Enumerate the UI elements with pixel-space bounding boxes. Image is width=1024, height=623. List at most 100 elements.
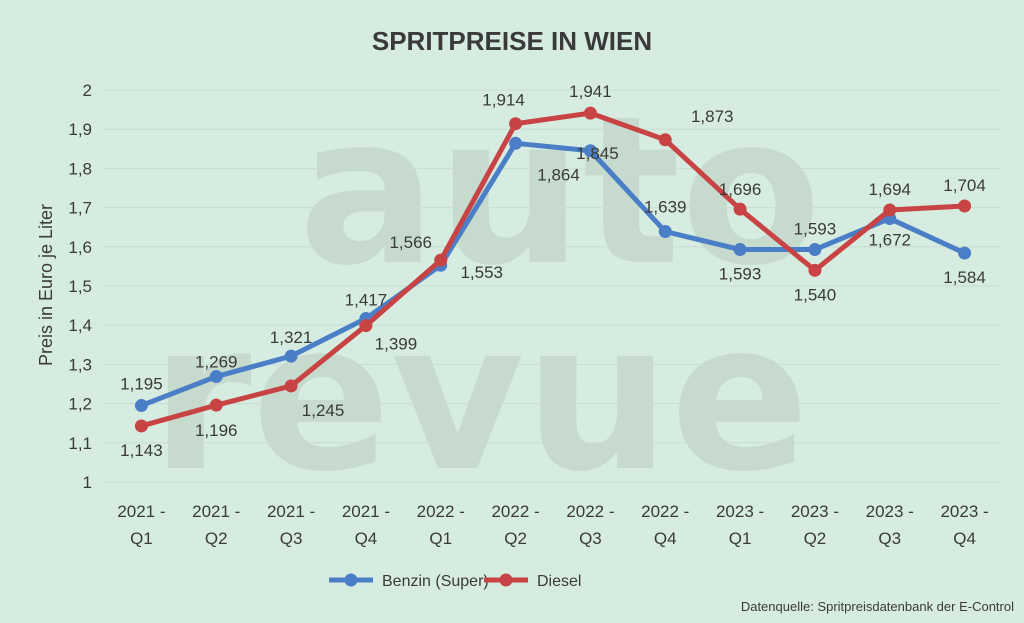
data-point <box>134 419 148 433</box>
x-tick-label-year: 2022 - <box>417 502 465 521</box>
data-point <box>359 319 373 333</box>
y-axis-label: Preis in Euro je Liter <box>36 204 56 366</box>
data-point <box>658 133 672 147</box>
x-tick-label-year: 2021 - <box>342 502 390 521</box>
data-point <box>284 349 298 363</box>
series-line <box>140 140 966 408</box>
data-point <box>434 253 448 267</box>
watermark: auto revue <box>151 73 822 517</box>
data-label: 1,873 <box>691 107 734 126</box>
data-label: 1,694 <box>868 180 911 199</box>
data-label: 1,540 <box>794 285 837 304</box>
x-tick-label-quarter: Q2 <box>504 529 527 548</box>
data-label: 1,553 <box>460 263 503 282</box>
y-axis-ticks: 1 1,1 1,2 1,3 1,4 1,5 1,6 1,7 1,8 1,9 2 <box>68 81 92 492</box>
legend-marker <box>344 573 358 587</box>
data-label: 1,941 <box>569 82 612 101</box>
chart-title: SPRITPREISE IN WIEN <box>372 26 652 56</box>
y-tick-label: 1,9 <box>68 120 92 139</box>
y-tick-label: 1,1 <box>68 434 92 453</box>
data-label: 1,914 <box>482 91 525 110</box>
data-label: 1,639 <box>644 198 687 217</box>
data-point <box>733 202 747 216</box>
x-tick-label-year: 2023 - <box>791 502 839 521</box>
y-tick-label: 1,5 <box>68 277 92 296</box>
y-tick-label: 1,3 <box>68 355 92 374</box>
data-label: 1,593 <box>794 220 837 239</box>
x-tick-label-quarter: Q4 <box>953 529 976 548</box>
x-tick-label-quarter: Q3 <box>280 529 303 548</box>
data-point <box>284 379 298 393</box>
x-tick-label-quarter: Q4 <box>355 529 378 548</box>
x-tick-label-year: 2022 - <box>491 502 539 521</box>
x-tick-label-quarter: Q2 <box>804 529 827 548</box>
data-point <box>209 398 223 412</box>
data-label: 1,593 <box>719 265 762 284</box>
watermark-line-1: auto <box>298 73 821 311</box>
data-point <box>958 246 972 260</box>
legend-label: Benzin (Super) <box>382 573 489 590</box>
x-tick-label-quarter: Q1 <box>729 529 752 548</box>
x-tick-label-quarter: Q2 <box>205 529 228 548</box>
legend-item-diesel: Diesel <box>484 573 581 590</box>
y-tick-label: 1,8 <box>68 159 92 178</box>
series <box>134 106 972 433</box>
x-tick-label-year: 2021 - <box>267 502 315 521</box>
x-tick-label-year: 2023 - <box>716 502 764 521</box>
data-label: 1,566 <box>389 233 432 252</box>
data-label: 1,696 <box>719 180 762 199</box>
y-tick-label: 1 <box>83 473 92 492</box>
data-label: 1,584 <box>943 268 986 287</box>
legend-marker <box>499 573 513 587</box>
data-point <box>209 370 223 384</box>
x-tick-label-quarter: Q1 <box>429 529 452 548</box>
data-point <box>583 106 597 120</box>
data-label: 1,672 <box>868 231 911 250</box>
source-note: Datenquelle: Spritpreisdatenbank der E-C… <box>741 599 1014 614</box>
y-tick-label: 1,2 <box>68 395 92 414</box>
data-point <box>134 399 148 413</box>
data-point <box>583 144 597 158</box>
y-tick-label: 1,6 <box>68 238 92 257</box>
x-tick-label-year: 2022 - <box>566 502 614 521</box>
data-label: 1,196 <box>195 421 238 440</box>
series-line <box>140 110 965 429</box>
x-tick-label-quarter: Q3 <box>579 529 602 548</box>
y-tick-label: 2 <box>83 81 92 100</box>
x-tick-label-year: 2021 - <box>192 502 240 521</box>
y-tick-label: 1,7 <box>68 199 92 218</box>
x-tick-label-year: 2023 - <box>866 502 914 521</box>
x-tick-label-year: 2022 - <box>641 502 689 521</box>
data-point <box>808 263 822 277</box>
data-point <box>883 203 897 217</box>
data-point <box>509 136 523 150</box>
x-tick-label-quarter: Q4 <box>654 529 677 548</box>
data-label: 1,195 <box>120 375 163 394</box>
data-label: 1,321 <box>270 328 313 347</box>
x-axis-ticks: 2021 - Q1 2021 - Q2 2021 - Q3 2021 - Q4 2022 - Q1… <box>117 502 988 548</box>
data-label: 1,399 <box>375 335 418 354</box>
data-point <box>658 225 672 239</box>
x-tick-label-quarter: Q3 <box>878 529 901 548</box>
data-label: 1,845 <box>576 144 619 163</box>
legend: Benzin (Super) Diesel <box>329 573 581 590</box>
data-label: 1,704 <box>943 176 986 195</box>
data-label: 1,864 <box>537 165 580 184</box>
data-label: 1,143 <box>120 441 163 460</box>
data-point <box>808 243 822 257</box>
data-point <box>733 243 747 257</box>
x-tick-label-quarter: Q1 <box>130 529 153 548</box>
watermark-line-2: revue <box>151 279 810 517</box>
y-tick-label: 1,4 <box>68 316 92 335</box>
series-benzin <box>134 136 972 413</box>
x-tick-label-year: 2023 - <box>940 502 988 521</box>
data-label: 1,417 <box>345 291 388 310</box>
gridlines <box>104 89 1002 483</box>
x-tick-label-year: 2021 - <box>117 502 165 521</box>
data-point <box>509 117 523 131</box>
data-label: 1,269 <box>195 353 238 372</box>
legend-item-benzin: Benzin (Super) <box>329 573 489 590</box>
data-label: 1,245 <box>302 401 345 420</box>
data-labels: 1,195 1,269 1,321 1,417 1,553 1,864 1,845 1,639… <box>120 82 986 460</box>
